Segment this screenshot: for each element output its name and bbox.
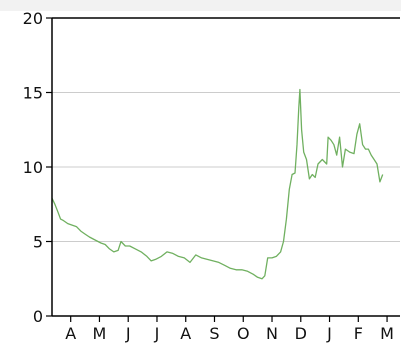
x-tick-label: A (180, 324, 191, 343)
grid-lines (52, 92, 400, 242)
x-tick-label: O (237, 324, 250, 343)
y-tick-label: 5 (33, 233, 43, 252)
x-tick-label: F (354, 324, 363, 343)
y-axis-ticks: 0 5 10 15 20 (23, 9, 52, 326)
x-tick-label: M (93, 324, 107, 343)
series-line-0 (51, 88, 384, 280)
y-tick-label: 20 (23, 9, 43, 28)
y-tick-label: 15 (23, 84, 43, 103)
x-tick-label: M (380, 324, 394, 343)
x-tick-label: J (326, 324, 332, 343)
x-tick-label: J (125, 324, 131, 343)
x-tick-label: D (295, 324, 307, 343)
x-tick-label: A (65, 324, 76, 343)
x-tick-label: J (154, 324, 160, 343)
series-layer (51, 88, 384, 280)
x-tick-label: S (209, 324, 219, 343)
y-tick-label: 10 (23, 158, 43, 177)
x-tick-label: N (266, 324, 278, 343)
y-tick-label: 0 (33, 307, 43, 326)
top-strip (0, 0, 401, 11)
